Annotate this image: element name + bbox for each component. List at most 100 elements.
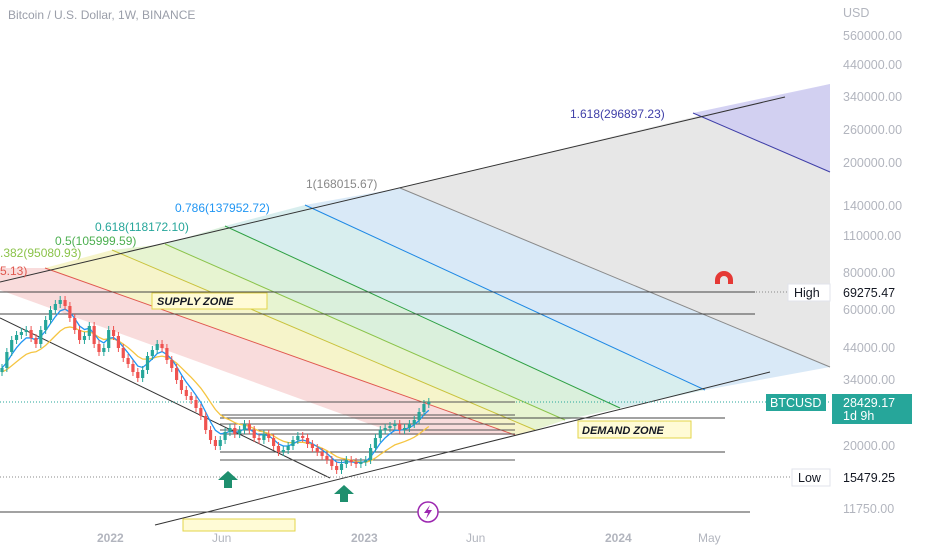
candle-body bbox=[116, 336, 120, 348]
candle-body bbox=[427, 402, 431, 404]
channel-upper-line bbox=[0, 96, 786, 283]
candle-body bbox=[364, 460, 368, 462]
fib-line-grey bbox=[399, 187, 831, 368]
candle-body bbox=[247, 424, 251, 430]
supply-zone-box[interactable] bbox=[151, 292, 268, 310]
btcusd-tag-label: BTCUSD bbox=[770, 396, 821, 410]
magnet-icon bbox=[715, 271, 733, 284]
candle-body bbox=[349, 460, 353, 462]
sma-line bbox=[1, 326, 430, 464]
candle-body bbox=[388, 426, 392, 428]
demand-zone-label: DEMAND ZONE bbox=[582, 425, 665, 437]
demand-zone-box[interactable] bbox=[577, 420, 692, 439]
fib-line-red bbox=[44, 267, 516, 436]
candle-body bbox=[305, 438, 310, 444]
y-tick: 34000.00 bbox=[843, 373, 895, 387]
x-tick-jun-2: Jun bbox=[466, 531, 485, 545]
ema-line bbox=[1, 308, 430, 464]
candle-body bbox=[160, 344, 164, 348]
high-tag-value: 69275.47 bbox=[843, 286, 895, 300]
candle-body bbox=[0, 368, 4, 372]
fib-label-1: 1(168015.67) bbox=[306, 177, 377, 191]
candle-body bbox=[29, 330, 33, 338]
candle-body bbox=[422, 404, 426, 412]
candle-body bbox=[320, 452, 324, 456]
btcusd-tag-value: 28429.17 bbox=[843, 396, 895, 410]
y-tick: 80000.00 bbox=[843, 266, 895, 280]
y-axis-unit: USD bbox=[843, 6, 869, 20]
candle-body bbox=[107, 330, 111, 348]
y-tick: 440000.00 bbox=[843, 58, 902, 72]
candle-body bbox=[24, 330, 28, 332]
fib-label-0786: 0.786(137952.72) bbox=[175, 201, 270, 215]
candle-body bbox=[34, 338, 38, 344]
candle-body bbox=[218, 440, 222, 446]
candle-body bbox=[296, 436, 300, 440]
high-tag-label: High bbox=[794, 286, 820, 300]
candle-body bbox=[402, 428, 407, 430]
y-tick: 340000.00 bbox=[843, 90, 902, 104]
candle-body bbox=[92, 326, 96, 344]
candle-body bbox=[257, 438, 261, 440]
x-tick-2023: 2023 bbox=[351, 531, 378, 545]
candle-body bbox=[175, 368, 179, 380]
candle-body bbox=[111, 330, 116, 336]
candle-body bbox=[228, 428, 232, 432]
fib-line-teal bbox=[304, 204, 706, 391]
btcusd-price-tag[interactable]: BTCUSD 28429.17 1d 9h bbox=[766, 394, 912, 424]
candle-body bbox=[199, 408, 203, 416]
y-tick: 20000.00 bbox=[843, 439, 895, 453]
candle-body bbox=[325, 456, 329, 460]
fib-channel bbox=[0, 84, 831, 526]
band-grey bbox=[400, 84, 830, 367]
y-tick: 140000.00 bbox=[843, 199, 902, 213]
candle-body bbox=[301, 436, 305, 438]
candle-body bbox=[170, 360, 174, 368]
candle-body bbox=[242, 424, 247, 430]
candle-body bbox=[121, 348, 125, 358]
candle-body bbox=[310, 444, 314, 448]
candle-body bbox=[126, 358, 130, 364]
candle-body bbox=[48, 310, 53, 320]
candles-group bbox=[0, 296, 431, 474]
candle-body bbox=[58, 300, 62, 304]
candle-body bbox=[208, 430, 213, 440]
candle-body bbox=[393, 424, 397, 426]
candle-body bbox=[145, 356, 150, 370]
high-price-tag[interactable]: High 69275.47 bbox=[787, 283, 932, 302]
candle-body bbox=[19, 332, 23, 335]
candle-body bbox=[87, 326, 91, 336]
fib-line-lightgreen bbox=[164, 243, 566, 421]
candle-body bbox=[165, 348, 169, 360]
y-tick: 44000.00 bbox=[843, 341, 895, 355]
low-price-tag[interactable]: Low 15479.25 bbox=[791, 468, 895, 487]
candle-body bbox=[131, 364, 135, 372]
channel-lower-line bbox=[154, 371, 771, 526]
lightning-icon[interactable] bbox=[417, 501, 439, 523]
candle-body bbox=[330, 460, 334, 466]
candle-body bbox=[252, 430, 256, 438]
y-tick: 560000.00 bbox=[843, 29, 902, 43]
candle-body bbox=[417, 412, 421, 420]
y-tick: 110000.00 bbox=[843, 229, 901, 243]
candle-body bbox=[53, 304, 57, 310]
candle-body bbox=[102, 348, 106, 352]
candle-body bbox=[383, 428, 387, 430]
candle-body bbox=[68, 306, 72, 318]
candle-body bbox=[335, 466, 339, 470]
candle-body bbox=[291, 440, 295, 446]
y-tick: 260000.00 bbox=[843, 123, 902, 137]
fib-line-yellow bbox=[111, 249, 536, 431]
candle-body bbox=[204, 416, 208, 430]
candle-body bbox=[73, 318, 77, 330]
candle-body bbox=[267, 434, 271, 438]
channel-left-line bbox=[0, 317, 331, 479]
btcusd-tag-countdown: 1d 9h bbox=[843, 409, 874, 423]
arrow-up-icon bbox=[334, 485, 354, 502]
candle-body bbox=[10, 340, 14, 352]
candle-body bbox=[189, 396, 193, 400]
band-teal bbox=[225, 205, 705, 408]
band-purple bbox=[693, 84, 830, 172]
candle-body bbox=[233, 428, 237, 434]
